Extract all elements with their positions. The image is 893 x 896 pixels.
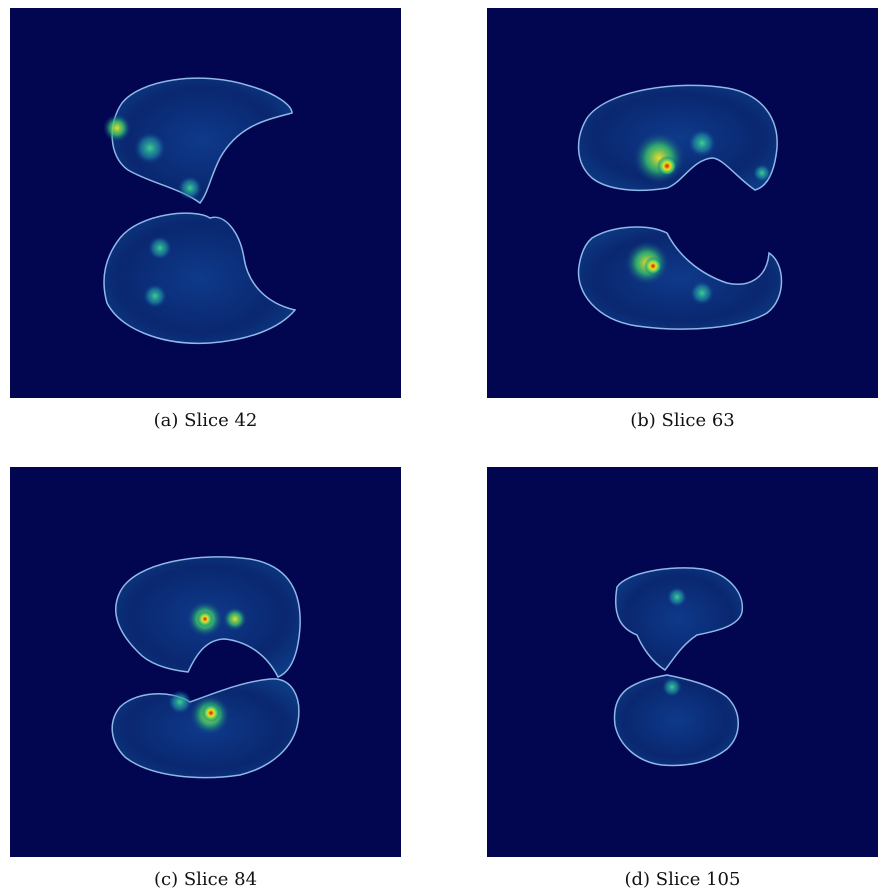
heatmap-panel-slice-84 [10,467,401,857]
activation-spot [168,690,192,714]
activation-spot [753,164,771,182]
activation-spot [644,257,662,275]
activation-spot [657,156,677,176]
activation-spot [688,129,716,157]
heatmap-panel-slice-63 [487,8,878,398]
heatmap-panel-slice-42 [10,8,401,398]
activation-spot [134,132,166,164]
lower-lung-region [103,212,297,345]
lower-lung-region [613,674,739,767]
caption-slice-84: (c) Slice 84 [153,869,258,890]
lung-heatmap-image [577,84,783,330]
activation-spot [103,114,131,142]
activation-spot [633,132,685,184]
caption-slice-105: (d) Slice 105 [624,869,741,890]
caption-slice-63: (b) Slice 63 [630,410,735,431]
upper-lung-region [111,77,293,205]
lung-heatmap-image [111,556,301,779]
activation-spot [148,236,172,260]
lung-heatmap-image [613,567,743,767]
activation-spot [197,611,213,627]
activation-spot [223,607,247,631]
activation-spot [667,587,687,607]
upper-lung-region [577,84,778,192]
activation-spot [178,176,202,200]
activation-spot [690,281,714,305]
activation-spot [662,677,682,697]
activation-spot [202,704,220,722]
caption-slice-42: (a) Slice 42 [153,410,258,431]
upper-lung-region [615,567,743,671]
heatmap-panel-slice-105 [487,467,878,857]
activation-spot [143,284,167,308]
lower-lung-region [577,226,783,330]
lung-heatmap-image [103,77,297,345]
